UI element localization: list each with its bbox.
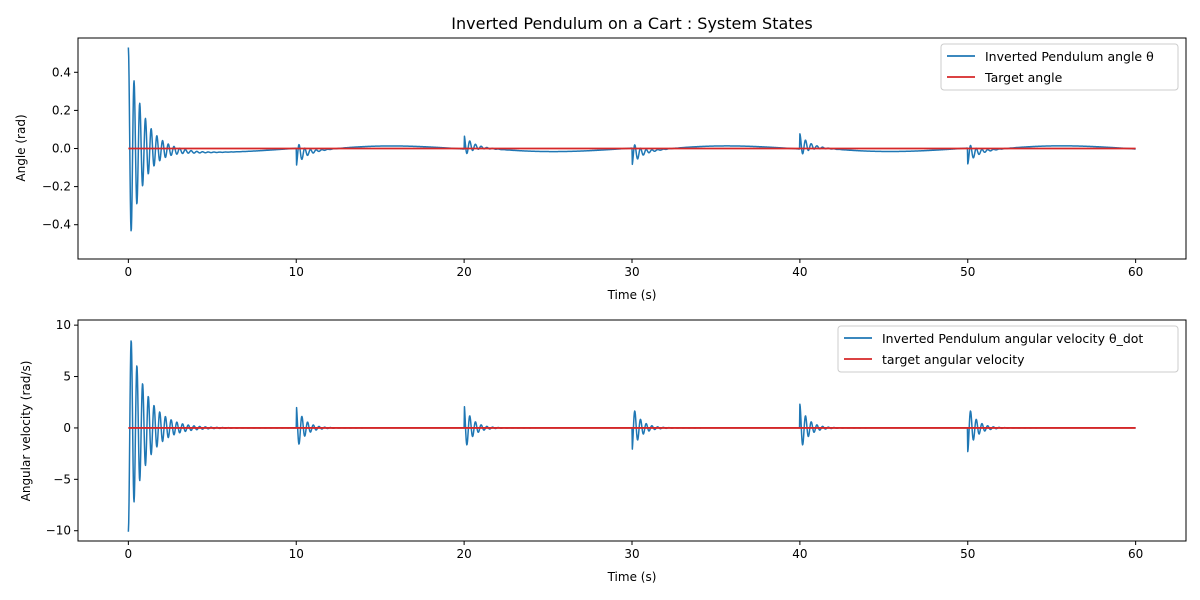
x-tick-label: 60 (1128, 547, 1143, 561)
x-tick-label: 30 (624, 547, 639, 561)
y-axis-label-angular-velocity: Angular velocity (rad/s) (19, 361, 33, 502)
legend-label-theta: Inverted Pendulum angle θ (985, 49, 1154, 64)
legend-box-angular-velocity (837, 325, 1179, 373)
x-tick-label: 30 (624, 265, 639, 279)
x-tick-label: 50 (960, 265, 975, 279)
y-tick-label: −5 (53, 472, 71, 486)
chart-angle: Inverted Pendulum on a Cart : System Sta… (14, 14, 1187, 302)
x-tick-label: 50 (960, 547, 975, 561)
chart-title: Inverted Pendulum on a Cart : System Sta… (451, 14, 812, 33)
legend-label-target-angular-velocity: target angular velocity (882, 352, 1025, 367)
y-tick-label: 0 (63, 421, 71, 435)
x-ticks-angular-velocity: 0 10 20 30 40 50 60 (125, 541, 1143, 561)
y-tick-label: −0.4 (42, 218, 71, 232)
legend-label-target-angle: Target angle (984, 70, 1063, 85)
x-tick-label: 0 (125, 265, 133, 279)
x-ticks-angle: 0 10 20 30 40 50 60 (125, 259, 1143, 279)
plot-area-angular-velocity (127, 340, 1137, 532)
legend-angle: Inverted Pendulum angle θ Target angle (940, 43, 1179, 91)
y-tick-label: 0.4 (52, 65, 71, 79)
x-tick-label: 40 (792, 265, 807, 279)
x-tick-label: 0 (125, 547, 133, 561)
y-tick-label: −10 (46, 524, 71, 538)
y-tick-label: 0.2 (52, 103, 71, 117)
x-axis-label-angular-velocity: Time (s) (607, 570, 657, 584)
y-ticks-angular-velocity: −10 −5 0 5 10 (46, 318, 78, 538)
x-tick-label: 60 (1128, 265, 1143, 279)
y-tick-label: −0.2 (42, 180, 71, 194)
legend-label-theta-dot: Inverted Pendulum angular velocity θ_dot (882, 331, 1143, 346)
legend-angular-velocity: Inverted Pendulum angular velocity θ_dot… (837, 325, 1179, 373)
x-tick-label: 10 (289, 547, 304, 561)
plot-area-angle (127, 47, 1137, 232)
y-tick-label: 10 (56, 318, 71, 332)
x-tick-label: 20 (456, 265, 471, 279)
chart-angular-velocity: 0 10 20 30 40 50 60 −10 −5 0 5 10 Time (s) Angular… (19, 318, 1187, 584)
y-tick-label: 5 (63, 370, 71, 384)
y-axis-label-angle: Angle (rad) (14, 114, 28, 181)
x-axis-label-angle: Time (s) (607, 288, 657, 302)
legend-box-angle (940, 43, 1179, 91)
y-tick-label: 0.0 (52, 142, 71, 156)
x-tick-label: 40 (792, 547, 807, 561)
x-tick-label: 10 (289, 265, 304, 279)
x-tick-label: 20 (456, 547, 471, 561)
y-ticks-angle: −0.4 −0.2 0.0 0.2 0.4 (42, 65, 78, 232)
